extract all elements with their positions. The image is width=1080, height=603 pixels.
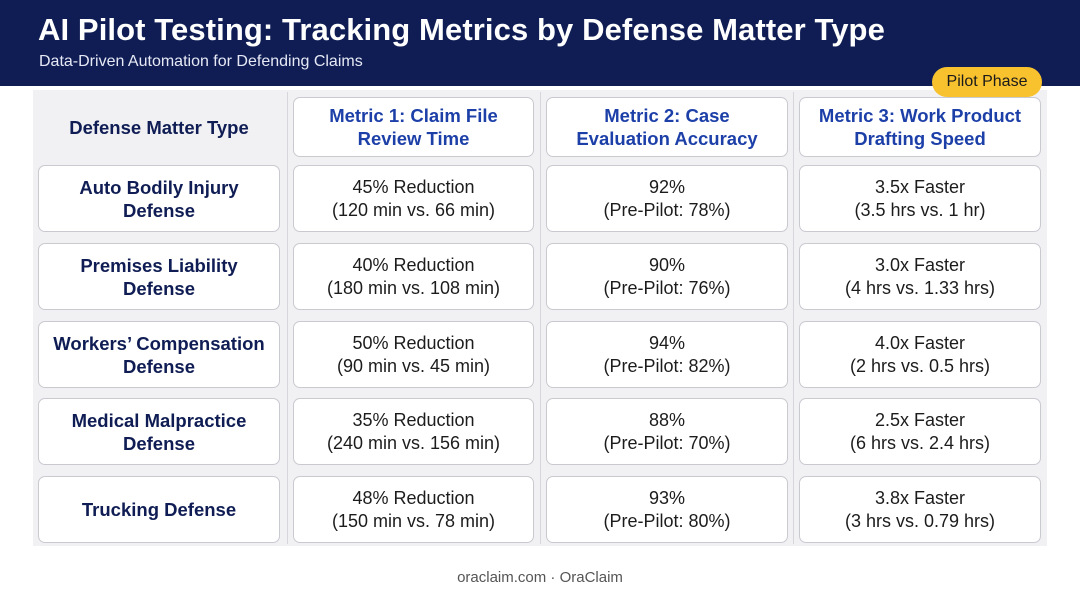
- column-header-line: Review Time: [357, 128, 470, 149]
- column-header-metric-2: Metric 2: Case Evaluation Accuracy: [546, 97, 788, 157]
- pilot-phase-badge: Pilot Phase: [932, 67, 1042, 97]
- page-subtitle: Data-Driven Automation for Defending Cla…: [39, 53, 363, 70]
- metric-2-cell: 92% (Pre-Pilot: 78%): [546, 165, 788, 232]
- column-header-line: Drafting Speed: [854, 128, 986, 149]
- matter-type-line: Workers’ Compensation: [53, 332, 265, 354]
- metric-value: 48% Reduction: [352, 487, 475, 508]
- metric-2-cell: 94% (Pre-Pilot: 82%): [546, 321, 788, 388]
- matter-type-line: Trucking Defense: [81, 499, 237, 520]
- metric-detail: (4 hrs vs. 1.33 hrs): [844, 277, 996, 298]
- metric-detail: (150 min vs. 78 min): [331, 510, 496, 531]
- metric-2-cell: 90% (Pre-Pilot: 76%): [546, 243, 788, 310]
- metric-value: 2.5x Faster: [874, 409, 966, 430]
- metric-detail: (Pre-Pilot: 82%): [603, 355, 731, 376]
- metric-1-cell: 35% Reduction (240 min vs. 156 min): [293, 398, 534, 465]
- page-header: AI Pilot Testing: Tracking Metrics by De…: [0, 0, 1080, 86]
- metric-3-cell: 3.5x Faster (3.5 hrs vs. 1 hr): [799, 165, 1041, 232]
- metric-value: 93%: [648, 487, 686, 508]
- metric-2-cell: 88% (Pre-Pilot: 70%): [546, 398, 788, 465]
- metric-value: 45% Reduction: [352, 176, 475, 197]
- column-header-line: Metric 3: Work Product: [818, 105, 1022, 126]
- matter-type-cell: Workers’ Compensation Defense: [38, 321, 280, 388]
- metric-1-cell: 45% Reduction (120 min vs. 66 min): [293, 165, 534, 232]
- metric-1-cell: 40% Reduction (180 min vs. 108 min): [293, 243, 534, 310]
- column-header-line: Evaluation Accuracy: [576, 128, 758, 149]
- footer-credit: oraclaim.com · OraClaim: [457, 569, 623, 586]
- corner-header-label: Defense Matter Type: [69, 116, 249, 138]
- metric-detail: (Pre-Pilot: 76%): [603, 277, 731, 298]
- metric-2-cell: 93% (Pre-Pilot: 80%): [546, 476, 788, 543]
- metric-detail: (2 hrs vs. 0.5 hrs): [849, 355, 991, 376]
- matter-type-line: Defense: [123, 355, 195, 377]
- metric-value: 94%: [648, 332, 686, 353]
- metric-value: 88%: [648, 409, 686, 430]
- metric-value: 3.0x Faster: [874, 254, 966, 275]
- metric-detail: (120 min vs. 66 min): [331, 199, 496, 220]
- matter-type-cell: Premises Liability Defense: [38, 243, 280, 310]
- matter-type-cell: Trucking Defense: [38, 476, 280, 543]
- metric-value: 92%: [648, 176, 686, 197]
- column-header-metric-3: Metric 3: Work Product Drafting Speed: [799, 97, 1041, 157]
- metric-value: 35% Reduction: [352, 409, 475, 430]
- matter-type-line: Auto Bodily Injury: [79, 176, 239, 198]
- column-divider: [540, 92, 541, 544]
- page-title: AI Pilot Testing: Tracking Metrics by De…: [38, 12, 885, 47]
- metric-detail: (3.5 hrs vs. 1 hr): [854, 199, 986, 220]
- metric-value: 90%: [648, 254, 686, 275]
- column-header-metric-1: Metric 1: Claim File Review Time: [293, 97, 534, 157]
- matter-type-line: Defense: [123, 432, 195, 454]
- column-header-line: Metric 2: Case: [604, 105, 730, 126]
- metric-detail: (Pre-Pilot: 70%): [603, 432, 731, 453]
- metric-value: 50% Reduction: [352, 332, 475, 353]
- metric-value: 4.0x Faster: [874, 332, 966, 353]
- metric-1-cell: 48% Reduction (150 min vs. 78 min): [293, 476, 534, 543]
- metric-detail: (240 min vs. 156 min): [326, 432, 501, 453]
- metric-detail: (Pre-Pilot: 80%): [603, 510, 731, 531]
- metric-detail: (180 min vs. 108 min): [326, 277, 501, 298]
- metric-detail: (Pre-Pilot: 78%): [603, 199, 731, 220]
- metric-3-cell: 3.8x Faster (3 hrs vs. 0.79 hrs): [799, 476, 1041, 543]
- column-divider: [793, 92, 794, 544]
- matter-type-cell: Auto Bodily Injury Defense: [38, 165, 280, 232]
- column-header-line: Metric 1: Claim File: [329, 105, 498, 126]
- matter-type-line: Defense: [123, 199, 195, 221]
- corner-header-cell: Defense Matter Type: [38, 97, 280, 157]
- metric-3-cell: 2.5x Faster (6 hrs vs. 2.4 hrs): [799, 398, 1041, 465]
- metric-1-cell: 50% Reduction (90 min vs. 45 min): [293, 321, 534, 388]
- matter-type-line: Defense: [123, 277, 195, 299]
- column-divider: [287, 92, 288, 544]
- metric-detail: (6 hrs vs. 2.4 hrs): [849, 432, 991, 453]
- metric-3-cell: 3.0x Faster (4 hrs vs. 1.33 hrs): [799, 243, 1041, 310]
- metric-value: 3.5x Faster: [874, 176, 966, 197]
- matter-type-cell: Medical Malpractice Defense: [38, 398, 280, 465]
- metric-detail: (3 hrs vs. 0.79 hrs): [844, 510, 996, 531]
- metric-value: 40% Reduction: [352, 254, 475, 275]
- matter-type-line: Medical Malpractice: [71, 409, 247, 431]
- matter-type-line: Premises Liability: [80, 254, 238, 276]
- metric-detail: (90 min vs. 45 min): [336, 355, 491, 376]
- metric-3-cell: 4.0x Faster (2 hrs vs. 0.5 hrs): [799, 321, 1041, 388]
- metric-value: 3.8x Faster: [874, 487, 966, 508]
